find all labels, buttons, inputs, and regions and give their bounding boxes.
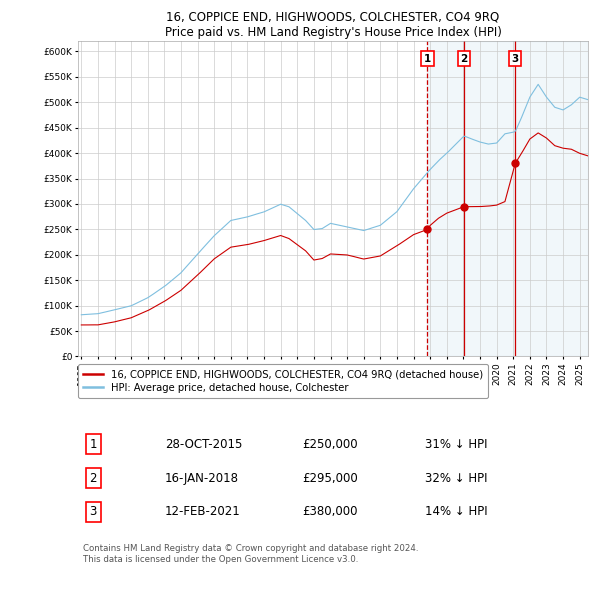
Bar xyxy=(427,41,588,356)
Text: Contains HM Land Registry data © Crown copyright and database right 2024.
This d: Contains HM Land Registry data © Crown c… xyxy=(83,545,419,564)
Text: 32% ↓ HPI: 32% ↓ HPI xyxy=(425,471,487,484)
Text: 14% ↓ HPI: 14% ↓ HPI xyxy=(425,505,487,518)
Legend: 16, COPPICE END, HIGHWOODS, COLCHESTER, CO4 9RQ (detached house), HPI: Average p: 16, COPPICE END, HIGHWOODS, COLCHESTER, … xyxy=(78,365,488,398)
Text: £380,000: £380,000 xyxy=(302,505,358,518)
Text: 2: 2 xyxy=(89,471,97,484)
Text: 3: 3 xyxy=(89,505,97,518)
Text: 28-OCT-2015: 28-OCT-2015 xyxy=(164,438,242,451)
Text: 1: 1 xyxy=(89,438,97,451)
Text: 16-JAN-2018: 16-JAN-2018 xyxy=(164,471,239,484)
Text: 2: 2 xyxy=(460,54,468,64)
Text: £250,000: £250,000 xyxy=(302,438,358,451)
Text: 12-FEB-2021: 12-FEB-2021 xyxy=(164,505,241,518)
Text: 3: 3 xyxy=(512,54,519,64)
Text: £295,000: £295,000 xyxy=(302,471,358,484)
Text: 1: 1 xyxy=(424,54,431,64)
Text: 31% ↓ HPI: 31% ↓ HPI xyxy=(425,438,487,451)
Title: 16, COPPICE END, HIGHWOODS, COLCHESTER, CO4 9RQ
Price paid vs. HM Land Registry': 16, COPPICE END, HIGHWOODS, COLCHESTER, … xyxy=(164,11,502,39)
